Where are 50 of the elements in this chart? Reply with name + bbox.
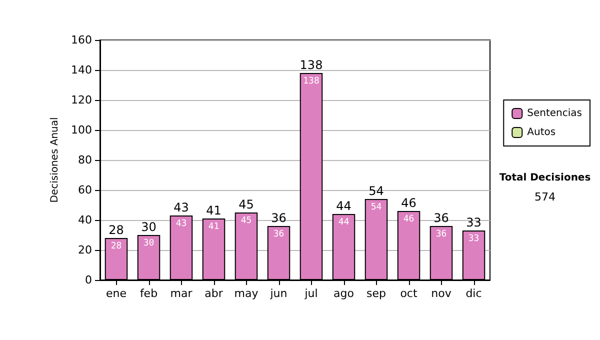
- y-tick-label: 100: [71, 124, 92, 136]
- data-label: 33: [468, 234, 480, 244]
- text: Total Decisiones: [499, 172, 591, 184]
- data-label: 54: [370, 202, 382, 212]
- legend-label: Autos: [527, 127, 556, 138]
- y-tick-label: 120: [71, 94, 92, 106]
- total-label: 54: [368, 184, 384, 198]
- y-axis-title: Decisiones Anual: [50, 117, 61, 203]
- data-label: 36: [273, 230, 284, 240]
- data-label: 30: [143, 238, 154, 248]
- x-tick-label: feb: [140, 287, 158, 300]
- x-tick-label: nov: [431, 287, 452, 300]
- x-tick-label: dic: [466, 287, 482, 300]
- y-tick-label: 80: [78, 154, 92, 166]
- text: 574: [534, 190, 556, 204]
- x-tick-label: abr: [204, 287, 224, 300]
- data-label: 28: [110, 242, 122, 252]
- y-tick-label: 20: [78, 244, 92, 256]
- total-label: 43: [174, 200, 189, 214]
- data-label: 44: [338, 218, 350, 228]
- x-tick-label: ago: [334, 287, 354, 300]
- total-label: 44: [336, 199, 352, 213]
- y-tick-label: 140: [71, 64, 92, 76]
- total-label: 46: [401, 196, 416, 210]
- total-label: 36: [271, 211, 286, 225]
- total-label: 138: [300, 58, 323, 72]
- y-tick-label: 40: [78, 214, 92, 226]
- x-tick-label: ene: [106, 287, 127, 300]
- x-tick-label: oct: [400, 287, 418, 300]
- data-label: 45: [240, 216, 252, 226]
- data-label: 43: [176, 219, 187, 229]
- y-tick-label: 0: [85, 274, 92, 286]
- total-label: 33: [466, 216, 482, 230]
- y-tick-label: 60: [78, 184, 92, 196]
- total-label: 36: [434, 211, 449, 225]
- total-label: 30: [141, 220, 156, 234]
- total-label: 41: [206, 204, 222, 218]
- x-tick-label: jun: [269, 287, 288, 300]
- data-label: 46: [403, 214, 414, 224]
- total-label: 28: [108, 223, 124, 237]
- x-tick-label: sep: [366, 287, 386, 300]
- x-tick-label: may: [234, 287, 259, 300]
- x-tick-label: jul: [304, 287, 318, 300]
- data-label: 41: [208, 222, 220, 232]
- data-label: 138: [303, 76, 320, 86]
- data-label: 36: [436, 230, 447, 240]
- y-tick-label: 160: [71, 34, 92, 46]
- legend-label: Sentencias: [527, 108, 582, 119]
- x-tick-label: mar: [170, 287, 193, 300]
- total-label: 45: [238, 198, 254, 212]
